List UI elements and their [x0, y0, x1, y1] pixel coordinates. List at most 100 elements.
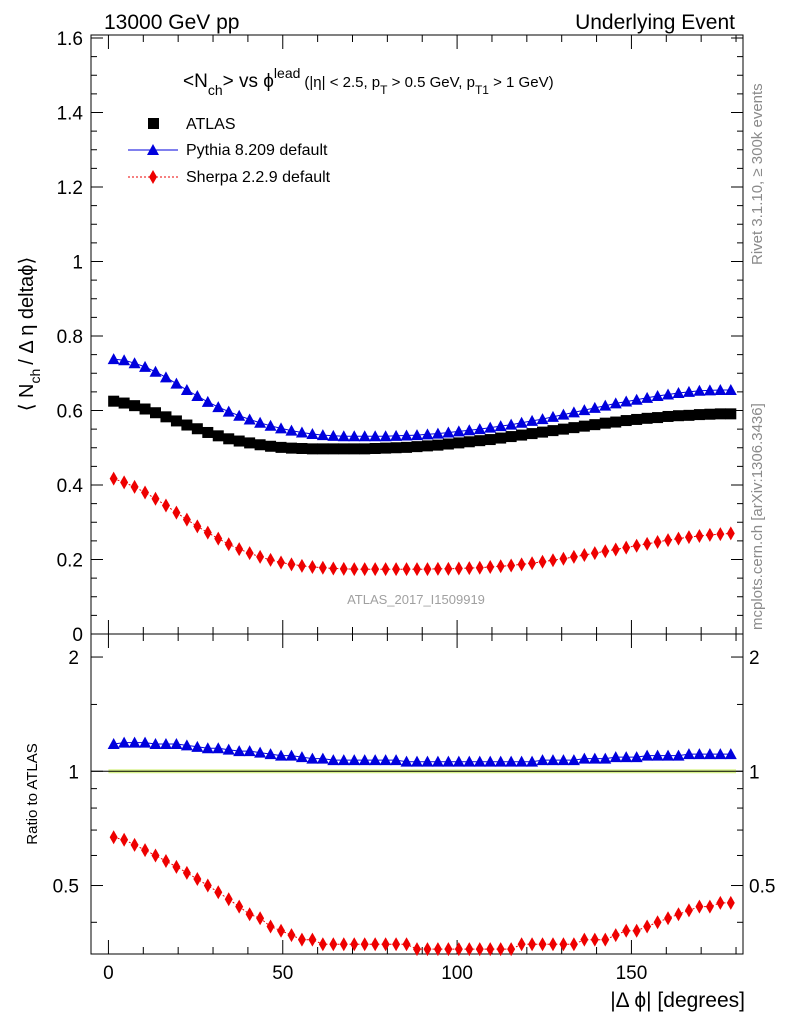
- point-atlas: [254, 439, 266, 451]
- point-sherpa: [214, 531, 223, 546]
- ratio-point-pythia: [254, 746, 267, 758]
- point-pythia: [191, 389, 204, 401]
- ratio-point-pythia: [170, 737, 183, 749]
- ratio-point-pythia: [536, 754, 549, 766]
- y-axis-label-main: ⟨ Nch/ Δ η deltaϕ⟩: [16, 257, 43, 412]
- point-atlas: [484, 434, 496, 446]
- point-atlas: [202, 426, 214, 438]
- point-sherpa: [130, 479, 139, 494]
- point-atlas: [296, 442, 308, 454]
- point-atlas: [557, 423, 569, 435]
- point-pythia: [473, 423, 486, 435]
- point-pythia: [212, 401, 225, 413]
- point-sherpa: [653, 534, 662, 549]
- point-pythia: [139, 360, 152, 372]
- point-pythia: [118, 354, 131, 366]
- ratio-point-pythia: [295, 751, 308, 763]
- ratio-point-pythia: [180, 739, 193, 751]
- ratio-point-pythia: [327, 754, 340, 766]
- point-atlas: [369, 442, 381, 454]
- point-sherpa: [569, 549, 578, 564]
- point-pythia: [128, 357, 141, 369]
- point-sherpa: [664, 533, 673, 548]
- point-pythia: [358, 430, 371, 442]
- ratio-point-sherpa: [465, 942, 474, 957]
- point-pythia: [107, 353, 120, 365]
- ratio-point-sherpa: [413, 942, 421, 957]
- legend-marker-pythia: [147, 144, 159, 155]
- point-pythia: [295, 426, 308, 438]
- point-sherpa: [172, 505, 181, 520]
- ratio-point-sherpa: [632, 923, 641, 938]
- point-sherpa: [611, 542, 620, 557]
- legend-marker-atlas: [148, 118, 159, 129]
- point-atlas: [641, 412, 653, 424]
- point-sherpa: [726, 526, 735, 541]
- ratio-point-pythia: [442, 755, 455, 767]
- point-pythia: [180, 384, 193, 396]
- point-atlas: [306, 443, 318, 455]
- ratio-point-pythia: [703, 748, 716, 760]
- point-atlas: [191, 423, 203, 435]
- ratio-y-tick-label-right: 0.5: [749, 877, 775, 898]
- ratio-point-sherpa: [611, 928, 620, 943]
- ratio-point-pythia: [724, 748, 737, 760]
- analysis-watermark: ATLAS_2017_I1509919: [347, 592, 485, 607]
- point-atlas: [578, 420, 590, 432]
- point-pythia: [149, 365, 162, 377]
- point-pythia: [170, 377, 183, 389]
- point-atlas: [589, 419, 601, 431]
- point-sherpa: [392, 562, 401, 577]
- ratio-point-pythia: [526, 755, 539, 767]
- point-pythia: [526, 414, 539, 426]
- ratio-point-pythia: [505, 755, 518, 767]
- y-tick-label: 1.2: [57, 178, 83, 199]
- ratio-point-sherpa: [664, 911, 673, 926]
- ratio-point-pythia: [400, 755, 413, 767]
- main-series-group: [107, 353, 737, 577]
- point-pythia: [254, 416, 267, 428]
- ratio-point-pythia: [515, 755, 528, 767]
- point-sherpa: [413, 562, 421, 577]
- y-tick-label: 0.4: [57, 476, 84, 497]
- point-sherpa: [433, 561, 442, 576]
- ratio-series-group: [107, 736, 737, 957]
- point-atlas: [108, 395, 120, 407]
- x-tick-label: 50: [272, 963, 293, 984]
- point-atlas: [401, 441, 413, 453]
- point-atlas: [129, 400, 141, 412]
- point-sherpa: [256, 549, 265, 564]
- ratio-point-pythia: [191, 740, 204, 752]
- point-atlas: [275, 441, 287, 453]
- point-sherpa: [423, 562, 432, 577]
- point-atlas: [693, 409, 705, 421]
- ratio-point-pythia: [379, 754, 392, 766]
- ratio-point-pythia: [546, 754, 559, 766]
- ratio-point-sherpa: [161, 854, 170, 869]
- ratio-point-pythia: [233, 745, 246, 757]
- ratio-point-pythia: [431, 755, 444, 767]
- point-pythia: [588, 401, 601, 413]
- ratio-point-sherpa: [193, 872, 202, 887]
- point-atlas: [285, 442, 297, 454]
- ratio-point-sherpa: [182, 865, 191, 880]
- point-atlas: [704, 408, 716, 420]
- point-sherpa: [402, 562, 411, 577]
- y-tick-label: 0: [72, 625, 83, 646]
- point-atlas: [526, 428, 538, 440]
- point-pythia: [369, 430, 382, 442]
- ratio-point-pythia: [620, 751, 633, 763]
- ratio-point-pythia: [118, 736, 131, 748]
- point-sherpa: [528, 556, 537, 571]
- ratio-point-pythia: [348, 754, 361, 766]
- ratio-point-sherpa: [622, 923, 631, 938]
- ratio-point-sherpa: [277, 923, 286, 938]
- point-pythia: [630, 393, 643, 405]
- point-atlas: [390, 442, 402, 454]
- series-line-sherpa: [113, 478, 731, 570]
- ratio-axis-ticks: 0.5 0.5 1 1 2 2 0 50 100 150: [53, 634, 775, 984]
- ratio-point-sherpa: [475, 942, 484, 957]
- point-sherpa: [548, 553, 557, 568]
- x-tick-label: 150: [616, 963, 648, 984]
